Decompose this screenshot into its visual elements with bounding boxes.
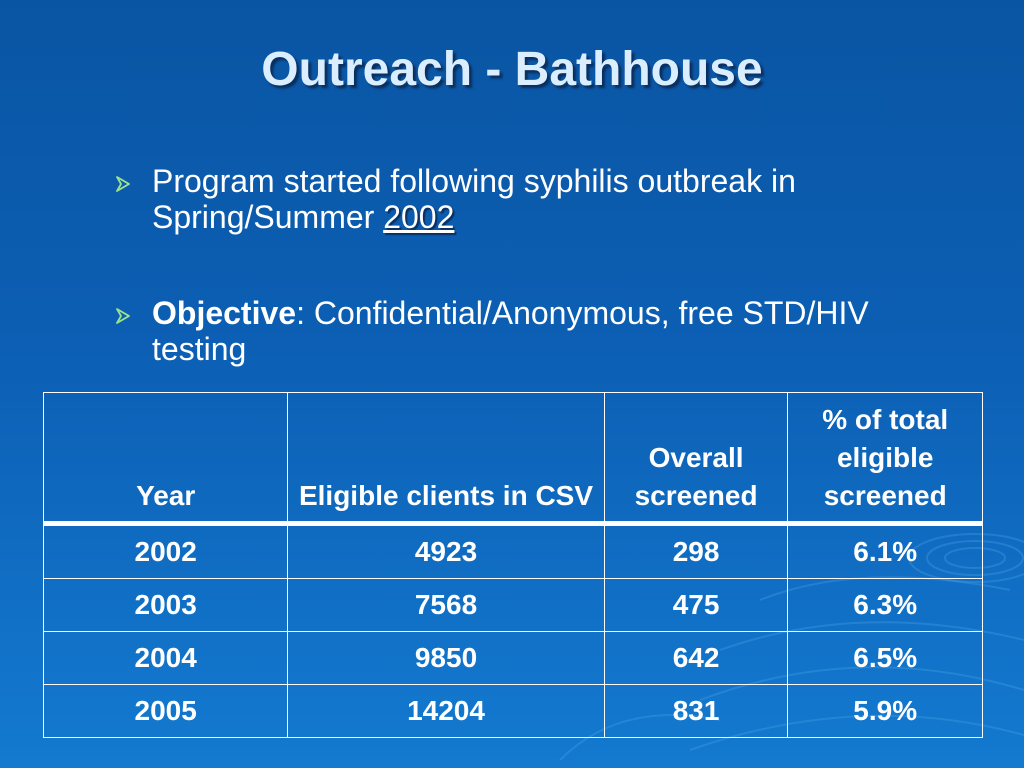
year-link[interactable]: 2002 (383, 199, 455, 235)
cell-screened: 642 (603, 631, 789, 685)
cell-year: 2003 (42, 578, 289, 632)
cell-percent: 6.1% (787, 523, 983, 579)
bullet-list: Program started following syphilis outbr… (110, 163, 910, 367)
table-header-row: Year Eligible clients in CSV Overall scr… (42, 392, 983, 526)
cell-year: 2004 (42, 631, 289, 685)
arrowhead-bullet-icon (116, 176, 130, 192)
cell-screened: 831 (603, 684, 789, 738)
cell-percent: 6.5% (787, 631, 983, 685)
table-row: 2005 14204 831 5.9% (42, 684, 983, 738)
table-row: 2004 9850 642 6.5% (42, 631, 983, 685)
table-row: 2002 4923 298 6.1% (42, 523, 983, 579)
cell-eligible: 14204 (287, 684, 605, 738)
cell-year: 2002 (42, 523, 289, 579)
header-eligible-clients: Eligible clients in CSV (287, 392, 605, 526)
cell-screened: 298 (603, 523, 789, 579)
cell-screened: 475 (603, 578, 789, 632)
cell-eligible: 4923 (287, 523, 605, 579)
bullet-objective: Objective: Confidential/Anonymous, free … (110, 295, 910, 367)
bullet-program-start: Program started following syphilis outbr… (110, 163, 910, 235)
header-percent-screened: % of total eligible screened (787, 392, 983, 526)
screening-table: Year Eligible clients in CSV Overall scr… (42, 392, 983, 738)
slide-title: Outreach - Bathhouse (261, 43, 763, 96)
arrowhead-bullet-icon (116, 308, 130, 324)
header-overall-screened: Overall screened (603, 392, 789, 526)
cell-percent: 6.3% (787, 578, 983, 632)
objective-text: : Confidential/Anonymous, free STD/HIV t… (152, 295, 869, 367)
cell-percent: 5.9% (787, 684, 983, 738)
objective-label: Objective (152, 295, 297, 331)
table-row: 2003 7568 475 6.3% (42, 578, 983, 632)
cell-eligible: 9850 (287, 631, 605, 685)
cell-eligible: 7568 (287, 578, 605, 632)
cell-year: 2005 (42, 684, 289, 738)
bullet-text: Program started following syphilis outbr… (152, 163, 796, 235)
header-year: Year (42, 392, 289, 526)
